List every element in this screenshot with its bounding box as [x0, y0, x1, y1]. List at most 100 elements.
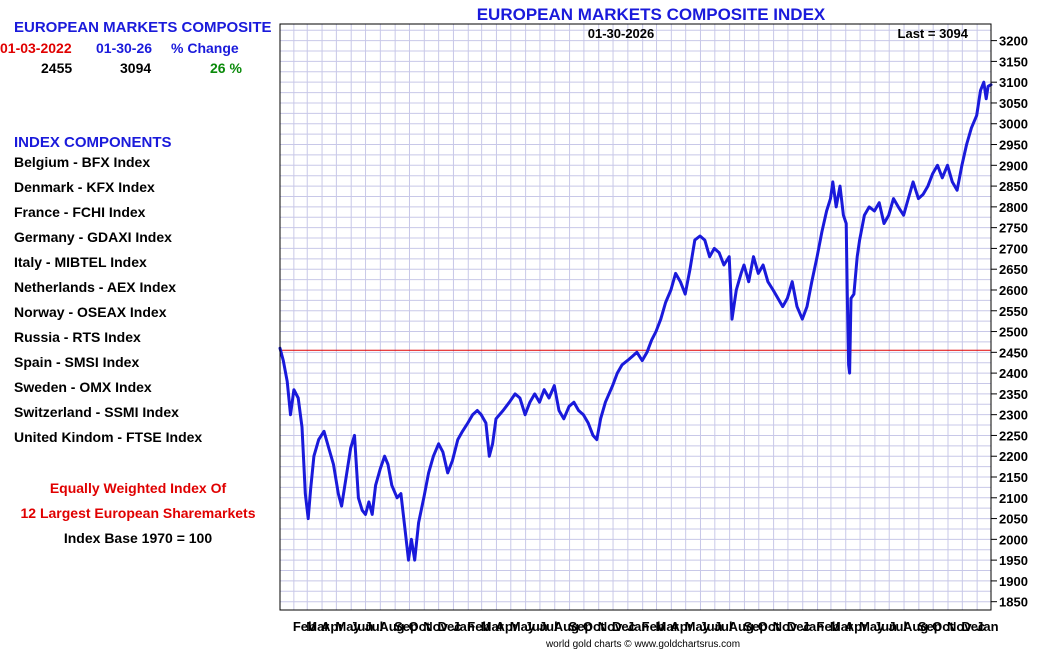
plot-frame: [279, 23, 992, 611]
x-tick-label: Sep: [569, 619, 593, 634]
x-axis: FebMarAprMayJunJulAugSepOctNovDecJanFebM…: [293, 619, 999, 634]
y-tick-label: 2900: [999, 158, 1028, 173]
y-tick-label: 2550: [999, 304, 1028, 319]
x-tick-label: Sep: [743, 619, 767, 634]
y-tick-label: 2650: [999, 262, 1028, 277]
x-tick-label: Mar: [656, 619, 679, 634]
x-tick-label: Dec: [961, 619, 985, 634]
y-tick-label: 2850: [999, 179, 1028, 194]
summary-start-label: 01-03-2022: [0, 40, 72, 56]
x-tick-label: Aug: [379, 619, 404, 634]
y-tick-label: 2750: [999, 221, 1028, 236]
components-title: INDEX COMPONENTS: [14, 134, 172, 151]
chart-title: EUROPEAN MARKETS COMPOSITE INDEX: [477, 5, 826, 24]
x-tick-label: Feb: [467, 619, 490, 634]
y-tick-label: 3000: [999, 117, 1028, 132]
y-tick-label: 2600: [999, 283, 1028, 298]
x-tick-label: Nov: [773, 619, 798, 634]
x-tick-label: Jan: [627, 619, 649, 634]
x-tick-label: Aug: [903, 619, 928, 634]
summary-end-value: 3094: [120, 60, 152, 76]
y-tick-label: 2700: [999, 241, 1028, 256]
x-tick-label: Feb: [293, 619, 316, 634]
x-tick-label: Sep: [394, 619, 418, 634]
summary-title: EUROPEAN MARKETS COMPOSITE: [14, 19, 272, 36]
chart-credit: world gold charts © www.goldchartsrus.co…: [545, 639, 740, 650]
date-label: 01-30-2026: [588, 26, 655, 41]
x-tick-label: Jun: [350, 619, 373, 634]
x-tick-label: Mar: [830, 619, 853, 634]
x-tick-label: Jan: [976, 619, 998, 634]
note-line-1: Equally Weighted Index Of: [49, 480, 227, 496]
summary-start-value: 2455: [41, 60, 73, 76]
x-tick-label: Jun: [525, 619, 548, 634]
x-tick-label: Jun: [699, 619, 722, 634]
x-tick-label: Nov: [947, 619, 972, 634]
x-tick-label: Nov: [598, 619, 623, 634]
y-tick-label: 1900: [999, 574, 1028, 589]
y-tick-label: 2250: [999, 428, 1028, 443]
component-item: Russia - RTS Index: [14, 329, 141, 345]
x-tick-label: Oct: [932, 619, 954, 634]
series-line: [278, 80, 993, 562]
component-item: Italy - MIBTEL Index: [14, 254, 147, 270]
x-tick-label: Dec: [438, 619, 462, 634]
x-tick-label: Jun: [874, 619, 897, 634]
x-tick-label: Apr: [321, 619, 343, 634]
y-axis: 1850 1900 1950 2000 2050 2100 2150 2200 2250 2300…: [991, 34, 1028, 610]
summary-change-value: 26 %: [210, 60, 242, 76]
x-tick-label: Oct: [408, 619, 430, 634]
y-tick-label: 2150: [999, 470, 1028, 485]
y-tick-label: 3050: [999, 96, 1028, 111]
component-item: United Kindom - FTSE Index: [14, 429, 203, 445]
y-tick-label: 3150: [999, 54, 1028, 69]
x-tick-label: Mar: [306, 619, 329, 634]
y-tick-label: 2050: [999, 512, 1028, 527]
y-tick-label: 2200: [999, 449, 1028, 464]
summary-end-label: 01-30-26: [96, 40, 153, 56]
component-item: France - FCHI Index: [14, 204, 146, 220]
component-item: Denmark - KFX Index: [14, 179, 155, 195]
summary-change-label: % Change: [171, 40, 239, 56]
x-tick-label: Sep: [918, 619, 942, 634]
x-tick-label: Jan: [452, 619, 474, 634]
note-line-2: 12 Largest European Sharemarkets: [20, 505, 256, 521]
x-tick-label: May: [859, 619, 885, 634]
y-tick-label: 2400: [999, 366, 1028, 381]
y-tick-label: 1950: [999, 553, 1028, 568]
x-tick-label: Mar: [481, 619, 504, 634]
x-tick-label: Jul: [888, 619, 907, 634]
component-item: Spain - SMSI Index: [14, 354, 140, 370]
component-item: Belgium - BFX Index: [14, 154, 151, 170]
x-tick-label: Feb: [642, 619, 665, 634]
y-tick-label: 2300: [999, 408, 1028, 423]
y-tick-label: 2100: [999, 491, 1028, 506]
component-item: Sweden - OMX Index: [14, 379, 152, 395]
y-tick-label: 3200: [999, 34, 1028, 49]
x-tick-label: May: [335, 619, 361, 634]
y-tick-label: 2950: [999, 138, 1028, 153]
note-line-3: Index Base 1970 = 100: [63, 530, 213, 546]
y-tick-label: 2350: [999, 387, 1028, 402]
x-tick-label: Apr: [845, 619, 867, 634]
x-tick-label: Jan: [802, 619, 824, 634]
x-tick-label: Oct: [758, 619, 780, 634]
x-tick-label: Jul: [539, 619, 558, 634]
last-value-label: Last = 3094: [898, 26, 969, 41]
component-item: Norway - OSEAX Index: [14, 304, 167, 320]
x-tick-label: Apr: [495, 619, 517, 634]
y-tick-label: 2800: [999, 200, 1028, 215]
y-tick-label: 2450: [999, 345, 1028, 360]
y-tick-label: 2500: [999, 325, 1028, 340]
x-tick-label: May: [685, 619, 711, 634]
x-tick-label: Aug: [729, 619, 754, 634]
x-tick-label: Jul: [714, 619, 733, 634]
x-tick-label: Dec: [787, 619, 811, 634]
x-tick-label: Apr: [670, 619, 692, 634]
x-tick-label: May: [510, 619, 536, 634]
y-tick-label: 2000: [999, 532, 1028, 547]
component-item: Germany - GDAXI Index: [14, 229, 172, 245]
x-tick-label: Jul: [365, 619, 384, 634]
x-tick-label: Nov: [423, 619, 448, 634]
